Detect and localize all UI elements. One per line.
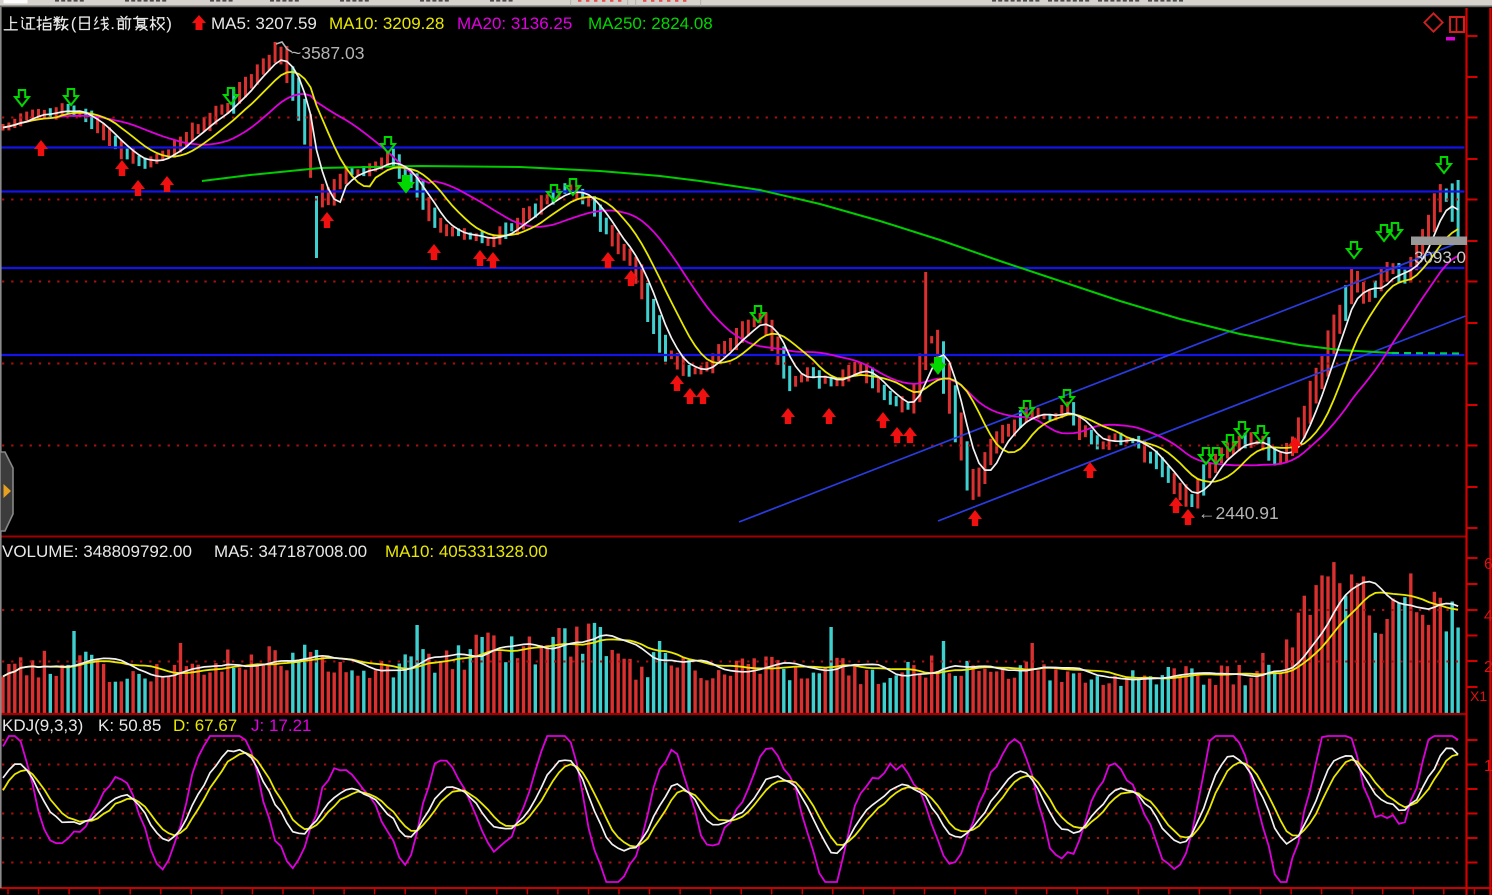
svg-text:.: .	[110, 14, 115, 33]
svg-text:MA250: 2824.08: MA250: 2824.08	[588, 14, 713, 33]
svg-text:6: 6	[1484, 556, 1492, 573]
svg-text:VOLUME: 348809792.00: VOLUME: 348809792.00	[2, 542, 192, 561]
svg-text:X1: X1	[1470, 688, 1487, 704]
svg-text:MA5: 3207.59: MA5: 3207.59	[211, 14, 317, 33]
svg-text:(: (	[71, 14, 77, 33]
svg-text:): )	[166, 14, 172, 33]
svg-text:2: 2	[1484, 659, 1492, 676]
svg-text:3093.0: 3093.0	[1414, 248, 1466, 267]
svg-text:J: 17.21: J: 17.21	[251, 716, 312, 735]
svg-text:MA10: 405331328.00: MA10: 405331328.00	[385, 542, 548, 561]
svg-text:1: 1	[1484, 758, 1492, 775]
svg-text:←2440.91: ←2440.91	[1198, 503, 1279, 523]
svg-text:KDJ(9,3,3): KDJ(9,3,3)	[2, 716, 83, 735]
svg-text:MA5: 347187008.00: MA5: 347187008.00	[214, 542, 367, 561]
svg-text:K: 50.85: K: 50.85	[98, 716, 161, 735]
svg-text:MA10: 3209.28: MA10: 3209.28	[329, 14, 444, 33]
svg-text:~3587.03: ~3587.03	[291, 43, 364, 63]
svg-text:MA20: 3136.25: MA20: 3136.25	[457, 14, 572, 33]
svg-text:4: 4	[1484, 608, 1492, 625]
svg-text:D: 67.67: D: 67.67	[173, 716, 237, 735]
